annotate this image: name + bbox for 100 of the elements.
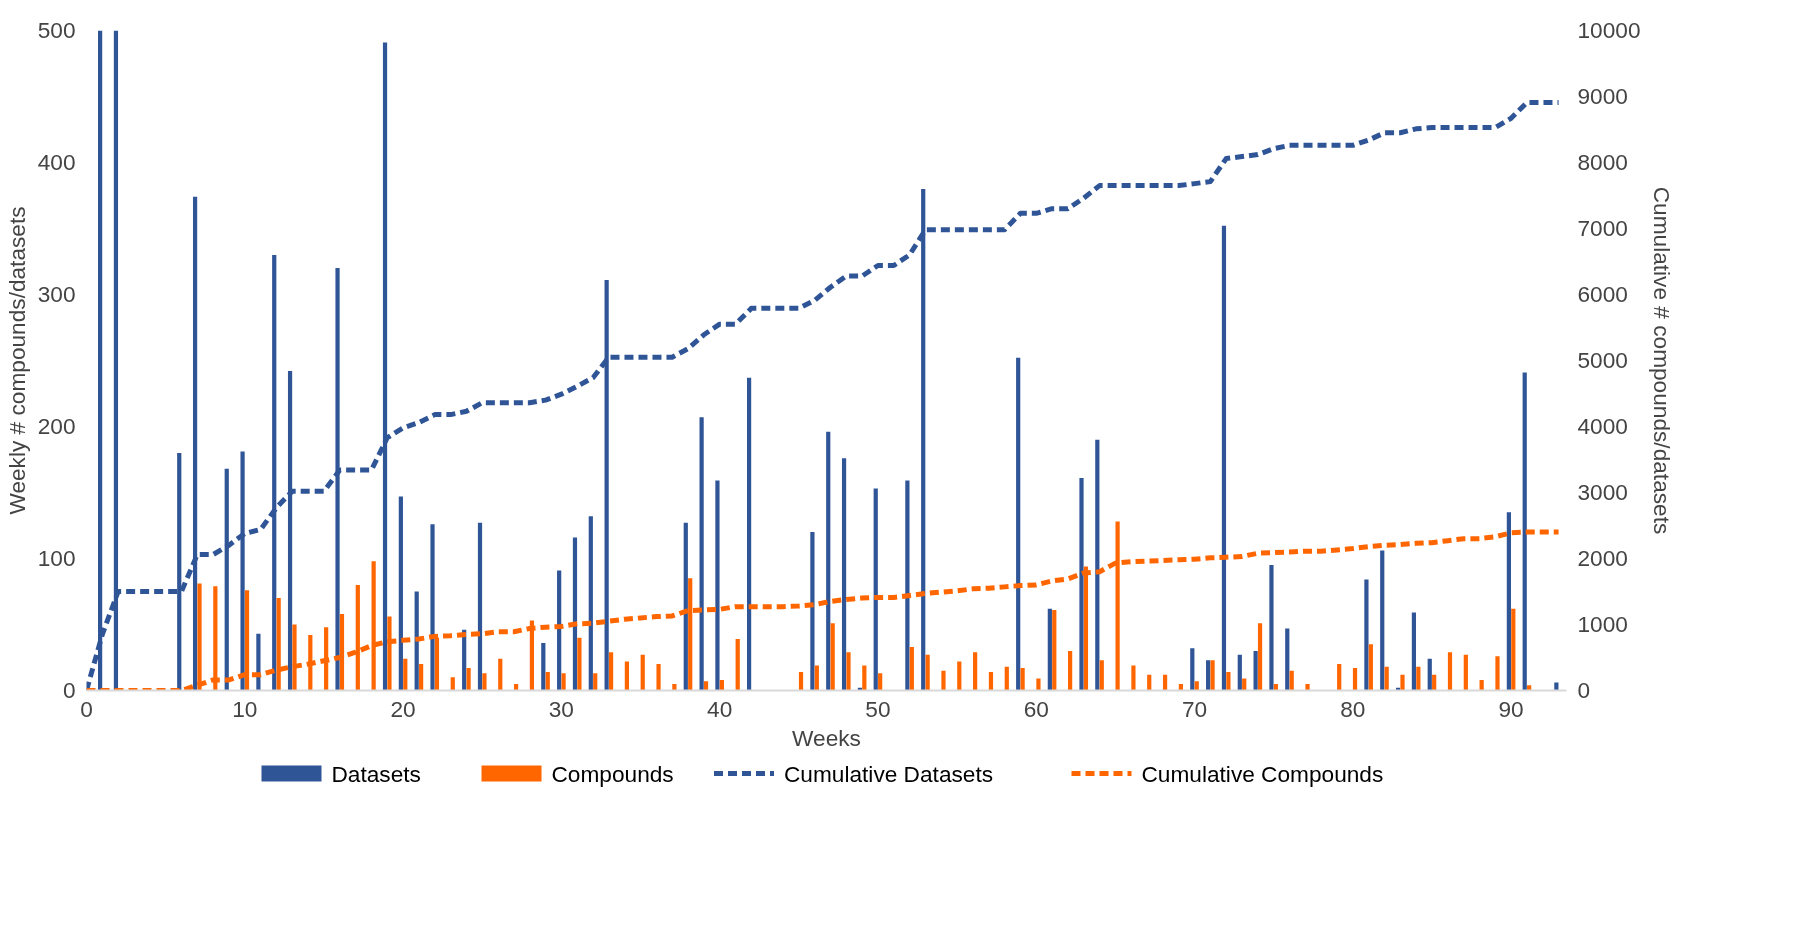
x-tick-label: 90 xyxy=(1498,695,1524,722)
bar xyxy=(1147,674,1152,691)
x-axis-title: Weeks xyxy=(792,724,861,751)
y-tick-label: 0 xyxy=(62,677,76,703)
bar xyxy=(1411,612,1417,691)
bar xyxy=(1384,666,1389,691)
bar xyxy=(1052,609,1057,691)
bar xyxy=(593,673,598,691)
bar xyxy=(1432,674,1437,691)
y-tick-label: 200 xyxy=(37,413,76,439)
x-tick-label: 40 xyxy=(707,695,733,722)
bar xyxy=(1237,654,1242,691)
bar xyxy=(925,654,930,691)
y2-tick-label: 7000 xyxy=(1577,215,1628,241)
bar xyxy=(878,673,883,691)
bar xyxy=(624,661,629,691)
bar xyxy=(973,652,978,691)
bar xyxy=(1511,608,1516,691)
bar xyxy=(1257,623,1263,691)
bar xyxy=(1522,372,1527,691)
y2-tick-label: 4000 xyxy=(1577,413,1628,439)
bar xyxy=(941,670,946,691)
bar xyxy=(561,673,566,691)
y-tick-label: 100 xyxy=(37,545,76,571)
x-tick-label: 50 xyxy=(865,695,891,722)
bar xyxy=(608,652,614,691)
bar xyxy=(1210,660,1215,691)
bar xyxy=(640,654,645,691)
bar xyxy=(810,532,815,691)
bar xyxy=(477,522,483,691)
bar xyxy=(1352,668,1358,691)
legend-label: Datasets xyxy=(331,760,421,787)
bar xyxy=(419,664,424,691)
bar xyxy=(1400,674,1405,691)
x-tick-label: 10 xyxy=(232,695,258,722)
bar xyxy=(1285,628,1290,691)
bar xyxy=(1506,512,1511,691)
bar xyxy=(545,672,550,691)
bar xyxy=(1095,439,1100,691)
bar xyxy=(1004,666,1009,691)
bar xyxy=(719,679,724,691)
bar xyxy=(1495,656,1500,691)
bar xyxy=(1479,679,1484,691)
bar xyxy=(1463,654,1468,691)
y2-tick-label: 9000 xyxy=(1577,83,1628,109)
bar xyxy=(988,672,994,691)
bar xyxy=(1253,650,1258,691)
bar xyxy=(466,668,471,691)
x-tick-label: 70 xyxy=(1181,695,1208,722)
y2-tick-label: 5000 xyxy=(1577,347,1628,373)
bar xyxy=(256,633,261,691)
bar xyxy=(1221,225,1227,691)
bar xyxy=(715,480,720,691)
bar xyxy=(398,496,403,691)
x-tick-label: 60 xyxy=(1023,695,1049,722)
bar xyxy=(905,480,910,691)
bar xyxy=(1427,658,1432,691)
y-tick-label: 300 xyxy=(37,281,76,307)
bar xyxy=(498,658,503,691)
bar xyxy=(430,524,435,691)
bar xyxy=(1194,681,1199,691)
bar xyxy=(1305,683,1310,691)
bar xyxy=(588,516,593,691)
y-tick-label: 400 xyxy=(37,149,76,175)
bar xyxy=(1269,565,1274,691)
bar xyxy=(957,661,962,691)
y2-tick-label: 3000 xyxy=(1577,479,1628,505)
y-tick-label: 500 xyxy=(37,17,76,43)
bar xyxy=(909,646,914,691)
bar xyxy=(846,652,851,691)
y2-tick-label: 0 xyxy=(1577,677,1591,703)
bar xyxy=(1289,670,1294,691)
bar xyxy=(699,417,704,691)
bar xyxy=(450,677,455,691)
x-tick-label: 20 xyxy=(390,695,416,722)
bar xyxy=(1131,665,1136,691)
bar xyxy=(1447,652,1453,691)
bar xyxy=(830,623,835,691)
bar xyxy=(1368,644,1373,691)
bar xyxy=(1162,674,1168,691)
bar xyxy=(557,570,562,691)
bar xyxy=(577,637,582,691)
x-tick-label: 30 xyxy=(548,695,574,722)
y2-tick-label: 6000 xyxy=(1577,281,1628,307)
bar xyxy=(1047,608,1052,691)
bar xyxy=(1226,672,1231,691)
legend-label: Cumulative Datasets xyxy=(784,760,994,787)
bar xyxy=(1364,579,1369,691)
bar xyxy=(814,665,819,691)
bar xyxy=(1206,660,1211,691)
bar xyxy=(683,522,688,691)
bar xyxy=(1016,357,1021,691)
bar xyxy=(656,664,661,691)
bar xyxy=(1036,678,1041,691)
bar xyxy=(1079,477,1084,691)
y2-tick-label: 2000 xyxy=(1577,545,1628,571)
bar xyxy=(1337,664,1342,691)
bar xyxy=(841,458,847,691)
bar xyxy=(482,673,487,691)
y2-tick-label: 10000 xyxy=(1577,17,1641,43)
